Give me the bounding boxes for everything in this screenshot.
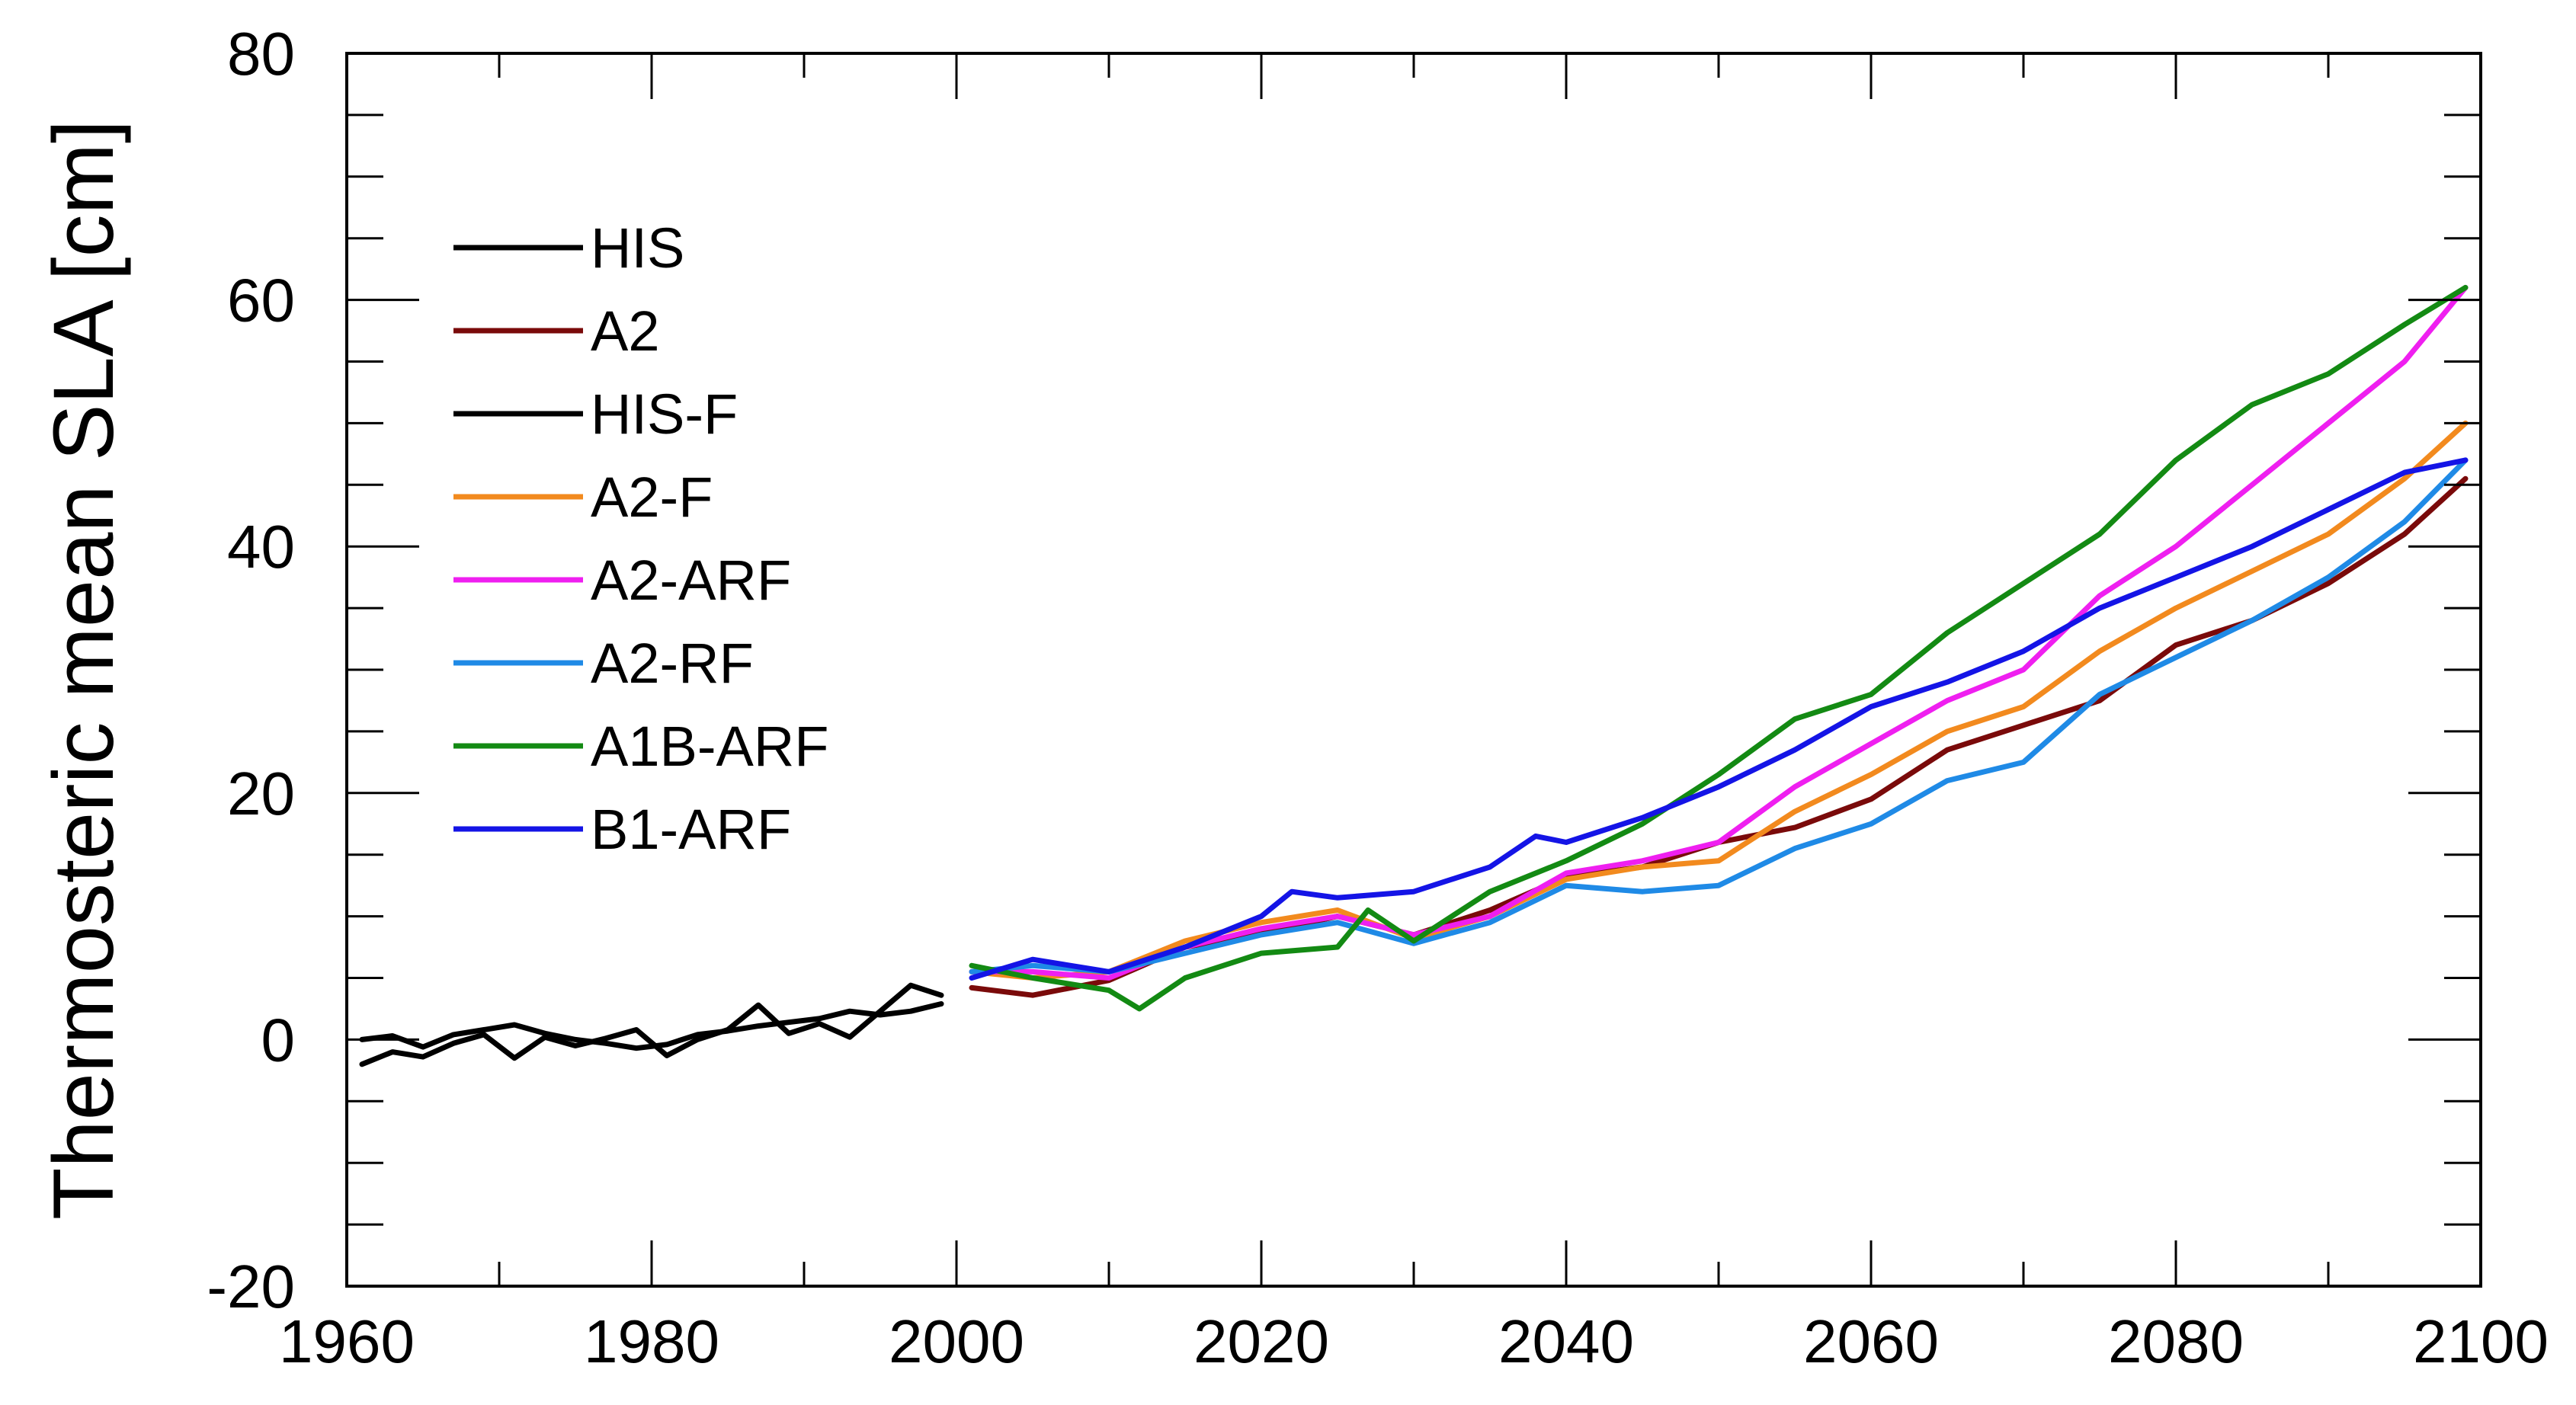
legend-label: A2-RF (591, 632, 754, 695)
y-tick-label: 60 (227, 267, 295, 334)
y-tick-label: 80 (227, 20, 295, 88)
x-tick-label: 2000 (889, 1307, 1024, 1375)
y-tick-label: 40 (227, 513, 295, 581)
legend-label: HIS-F (591, 382, 738, 446)
x-tick-label: 1960 (279, 1307, 415, 1375)
x-tick-label: 2060 (1803, 1307, 1939, 1375)
x-tick-label: 2020 (1193, 1307, 1329, 1375)
series-line-a2-rf (969, 457, 2469, 975)
axis-ticks: 1960 1980 2000 2020 2040 2060 2080 2100-2002040… (207, 20, 2549, 1375)
series-line-b1-arf (969, 457, 2469, 981)
series-line-his-f (359, 982, 944, 1067)
series-line-a2-f (969, 420, 2469, 981)
y-tick-label: 0 (261, 1006, 296, 1074)
legend-label: HIS (591, 216, 684, 280)
x-tick-label: 1980 (584, 1307, 719, 1375)
series-line-a1b-arf (969, 284, 2469, 1012)
x-tick-label: 2040 (1498, 1307, 1634, 1375)
legend-label: A2-F (591, 466, 713, 529)
x-tick-label: 2100 (2413, 1307, 2549, 1375)
y-tick-label: -20 (207, 1253, 295, 1320)
y-axis-label: Thermosteric mean SLA [cm] (36, 120, 131, 1220)
legend: HIS A2 HIS-F A2-F A2-ARF A2-RF A1B-ARF B1-ARF (453, 216, 829, 861)
series-line-a2-arf (969, 284, 2469, 981)
x-tick-label: 2080 (2108, 1307, 2244, 1375)
series-line-his (359, 1001, 944, 1051)
legend-label: A2-ARF (591, 549, 791, 612)
y-tick-label: 20 (227, 760, 295, 827)
legend-label: A1B-ARF (591, 715, 829, 778)
legend-label: B1-ARF (591, 798, 791, 861)
series-lines (359, 284, 2469, 1067)
legend-label: A2 (591, 299, 660, 363)
series-line-a2 (969, 475, 2469, 998)
